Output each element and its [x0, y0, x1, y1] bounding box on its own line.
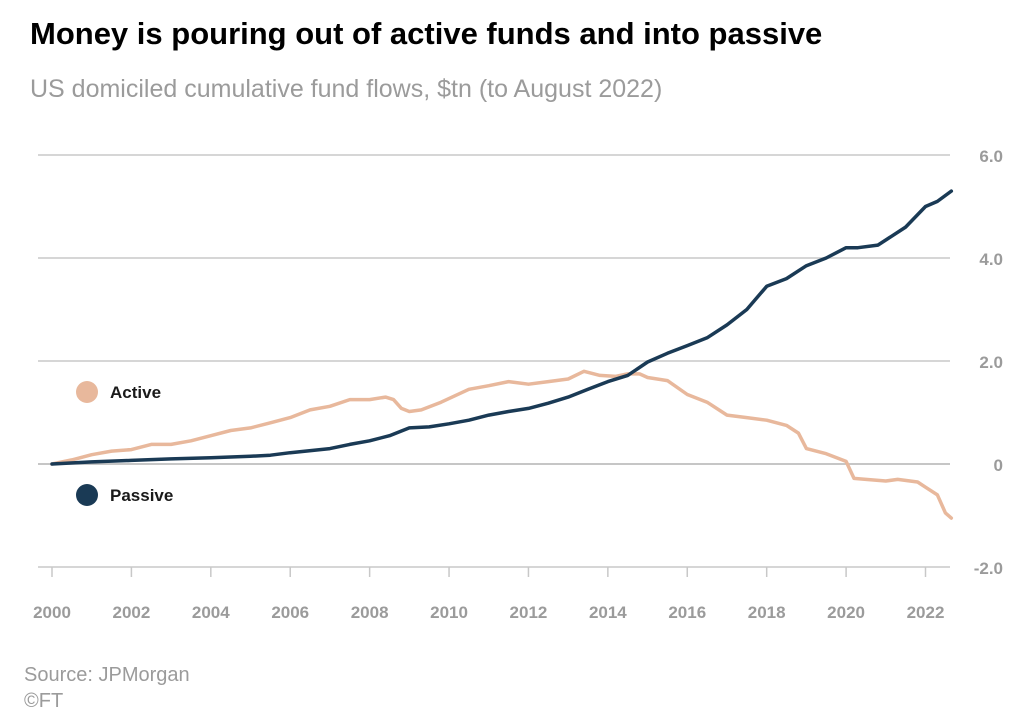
x-tick-label: 2018	[748, 603, 786, 622]
x-axis: 2000 2002 2004 2006 2008 2010 2012 2014 2016 2018…	[33, 567, 944, 622]
y-tick-label: 6.0	[979, 147, 1003, 166]
x-tick-label: 2002	[112, 603, 150, 622]
copyright-note: ©FT	[24, 690, 64, 712]
x-tick-label: 2010	[430, 603, 468, 622]
x-tick-label: 2016	[668, 603, 706, 622]
x-tick-label: 2004	[192, 603, 230, 622]
chart-title: Money is pouring out of active funds and…	[30, 16, 823, 51]
y-tick-label: 2.0	[979, 353, 1003, 372]
source-note: Source: JPMorgan	[24, 664, 190, 686]
y-tick-label: -2.0	[974, 559, 1003, 578]
x-tick-label: 2012	[510, 603, 548, 622]
x-tick-label: 2006	[271, 603, 309, 622]
series-layer	[50, 189, 954, 520]
grid-layer	[38, 154, 950, 568]
chart-subtitle: US domiciled cumulative fund flows, $tn …	[30, 75, 663, 103]
legend-label-passive: Passive	[110, 486, 173, 505]
legend: Active Passive	[76, 381, 173, 506]
x-tick-label: 2014	[589, 603, 627, 622]
y-tick-label: 4.0	[979, 250, 1003, 269]
y-tick-label: 0	[994, 456, 1003, 475]
x-tick-label: 2008	[351, 603, 389, 622]
legend-marker-active	[76, 381, 98, 403]
series-line-passive	[50, 189, 954, 466]
x-tick-label: 2022	[907, 603, 945, 622]
legend-label-active: Active	[110, 383, 161, 402]
y-axis: -2.0 0 2.0 4.0 6.0	[974, 147, 1003, 578]
series-line-active	[50, 369, 954, 520]
x-tick-label: 2000	[33, 603, 71, 622]
legend-marker-passive	[76, 484, 98, 506]
x-tick-label: 2020	[827, 603, 865, 622]
